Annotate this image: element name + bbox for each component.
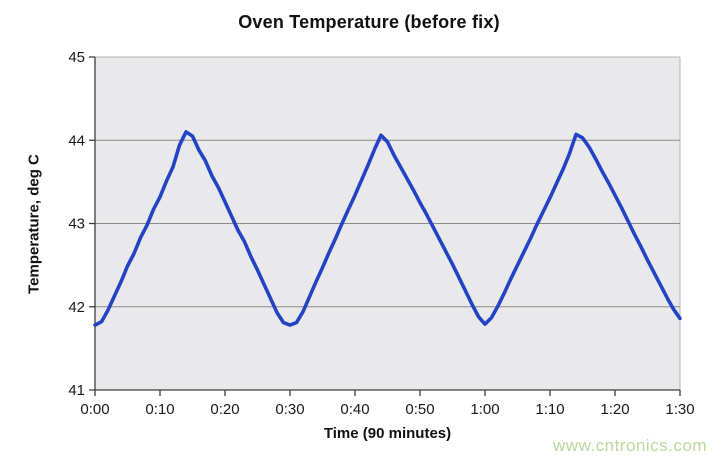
- y-tick-label: 45: [68, 49, 85, 66]
- x-axis-label: Time (90 minutes): [323, 425, 452, 442]
- x-tick-label: 1:00: [470, 401, 499, 418]
- x-tick-label: 1:20: [600, 401, 629, 418]
- x-tick-label: 0:20: [210, 401, 239, 418]
- y-tick-label: 41: [68, 382, 85, 399]
- watermark: www.cntronics.com: [553, 436, 707, 455]
- y-tick-label: 43: [68, 216, 85, 233]
- x-tick-label: 0:00: [80, 401, 109, 418]
- x-tick-label: 0:10: [145, 401, 174, 418]
- x-tick-label: 1:10: [535, 401, 564, 418]
- temperature-line: [93, 130, 682, 327]
- x-tick-label: 0:40: [340, 401, 369, 418]
- x-tick-label: 0:30: [275, 401, 304, 418]
- x-tick-label: 0:50: [405, 401, 434, 418]
- x-tick-label: 1:30: [665, 401, 694, 418]
- y-tick-label: 42: [68, 299, 85, 316]
- chart-title: Oven Temperature (before fix): [238, 12, 500, 32]
- y-tick-label: 44: [68, 132, 85, 149]
